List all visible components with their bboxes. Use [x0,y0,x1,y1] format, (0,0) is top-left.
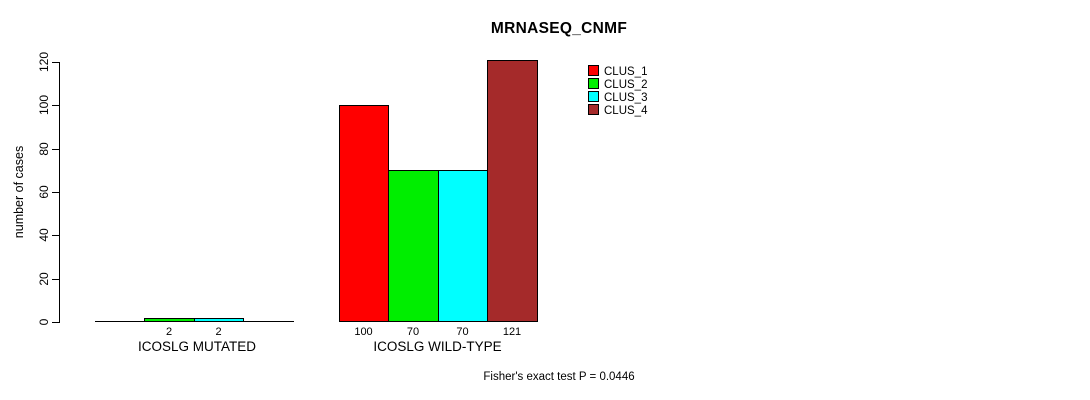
bar-clus_2 [144,318,195,322]
y-tick-label: 60 [37,185,51,199]
fisher-test-note: Fisher's exact test P = 0.0446 [483,371,635,383]
bar-clus_1 [339,105,389,322]
legend-swatch-clus_2 [588,78,599,89]
bar-clus_3 [194,318,244,322]
y-tick-label: 120 [37,51,51,73]
bar-value-label: 121 [502,326,522,338]
bar-clus_3 [438,170,488,322]
chart-title: MRNASEQ_CNMF [490,20,628,37]
y-tick-mark [52,105,59,106]
y-axis-line [59,62,60,323]
y-tick-mark [52,235,59,236]
y-tick-label: 40 [37,228,51,242]
y-tick-mark [52,149,59,150]
bar-clus_4 [487,60,538,322]
bar-value-label: 70 [456,326,469,338]
bar-value-label: 100 [354,326,373,338]
bar-clus_1-zero [95,321,145,322]
legend-swatch-clus_4 [588,104,599,115]
y-tick-label: 100 [37,94,51,116]
legend-label: CLUS_2 [604,78,648,91]
bar-value-label: 70 [406,326,420,338]
category-label: ICOSLG MUTATED [137,339,257,354]
bar-clus_2 [388,170,439,322]
y-tick-mark [52,62,59,63]
category-label: ICOSLG WILD-TYPE [373,339,502,354]
legend-label: CLUS_4 [604,104,648,117]
legend-swatch-clus_1 [588,65,599,76]
bar-clus_4-zero [243,321,294,322]
y-tick-label: 20 [37,272,51,286]
y-tick-mark [52,322,59,323]
y-tick-mark [52,192,59,193]
y-tick-label: 0 [37,318,51,326]
legend-label: CLUS_1 [604,65,648,78]
y-tick-mark [52,279,59,280]
bar-value-label: 2 [215,326,222,338]
bar-value-label: 2 [165,326,173,338]
y-tick-label: 80 [37,142,51,156]
legend-swatch-clus_3 [588,91,599,102]
legend-label: CLUS_3 [604,91,648,104]
